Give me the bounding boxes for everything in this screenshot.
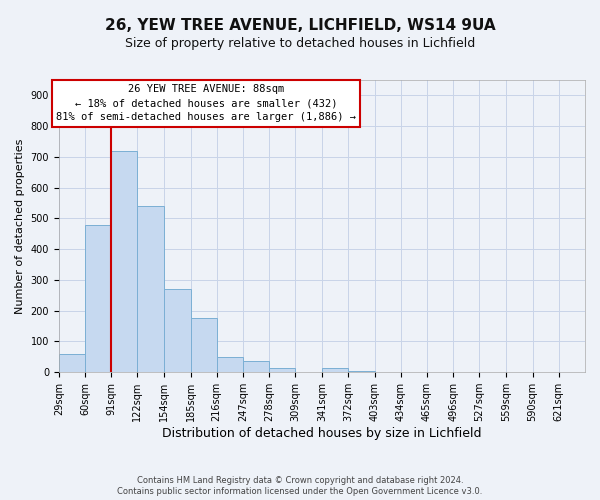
- Bar: [217, 357, 243, 372]
- X-axis label: Distribution of detached houses by size in Lichfield: Distribution of detached houses by size …: [162, 427, 482, 440]
- Text: Contains HM Land Registry data © Crown copyright and database right 2024.: Contains HM Land Registry data © Crown c…: [137, 476, 463, 485]
- Text: Contains public sector information licensed under the Open Government Licence v3: Contains public sector information licen…: [118, 488, 482, 496]
- Y-axis label: Number of detached properties: Number of detached properties: [15, 138, 25, 314]
- Bar: [191, 318, 217, 372]
- Text: Size of property relative to detached houses in Lichfield: Size of property relative to detached ho…: [125, 38, 475, 51]
- Bar: [243, 362, 269, 372]
- Bar: [322, 368, 349, 372]
- Bar: [164, 289, 191, 372]
- Bar: [111, 150, 137, 372]
- Bar: [137, 206, 164, 372]
- Bar: [269, 368, 295, 372]
- Text: 26, YEW TREE AVENUE, LICHFIELD, WS14 9UA: 26, YEW TREE AVENUE, LICHFIELD, WS14 9UA: [104, 18, 496, 32]
- Bar: [59, 354, 85, 372]
- Bar: [85, 224, 111, 372]
- Text: 26 YEW TREE AVENUE: 88sqm
← 18% of detached houses are smaller (432)
81% of semi: 26 YEW TREE AVENUE: 88sqm ← 18% of detac…: [56, 84, 356, 122]
- Bar: [349, 370, 374, 372]
